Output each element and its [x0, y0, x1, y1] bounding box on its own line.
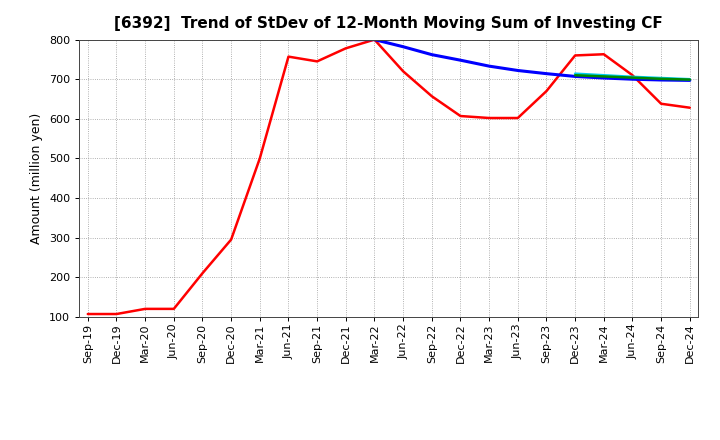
5 Years [628, 77, 636, 82]
Y-axis label: Amount (million yen): Amount (million yen) [30, 113, 43, 244]
3 Years [485, 115, 493, 121]
5 Years [428, 52, 436, 57]
10 Years [685, 77, 694, 82]
5 Years [485, 63, 493, 69]
3 Years [169, 306, 178, 312]
3 Years [685, 105, 694, 110]
3 Years [571, 53, 580, 58]
Line: 3 Years: 3 Years [88, 40, 690, 314]
Line: 5 Years: 5 Years [346, 40, 690, 81]
3 Years [657, 101, 665, 106]
10 Years [657, 76, 665, 81]
3 Years [198, 271, 207, 276]
5 Years [341, 37, 350, 42]
7 Years [628, 74, 636, 80]
3 Years [370, 37, 379, 42]
Line: 7 Years: 7 Years [575, 73, 690, 79]
3 Years [84, 312, 92, 317]
5 Years [513, 68, 522, 73]
3 Years [227, 237, 235, 242]
10 Years [600, 74, 608, 79]
7 Years [657, 75, 665, 81]
3 Years [312, 59, 321, 64]
7 Years [685, 77, 694, 82]
5 Years [370, 37, 379, 42]
5 Years [685, 78, 694, 83]
3 Years [428, 94, 436, 99]
10 Years [571, 73, 580, 78]
5 Years [542, 71, 551, 76]
3 Years [341, 46, 350, 51]
5 Years [456, 58, 465, 63]
3 Years [399, 69, 408, 74]
3 Years [600, 51, 608, 57]
5 Years [657, 77, 665, 83]
3 Years [256, 156, 264, 161]
3 Years [456, 114, 465, 119]
3 Years [284, 54, 293, 59]
7 Years [571, 71, 580, 76]
3 Years [513, 115, 522, 121]
3 Years [112, 312, 121, 317]
3 Years [542, 88, 551, 94]
3 Years [141, 306, 150, 312]
10 Years [628, 75, 636, 80]
3 Years [628, 73, 636, 78]
Title: [6392]  Trend of StDev of 12-Month Moving Sum of Investing CF: [6392] Trend of StDev of 12-Month Moving… [114, 16, 663, 32]
5 Years [571, 74, 580, 79]
Line: 10 Years: 10 Years [575, 75, 690, 80]
5 Years [399, 44, 408, 49]
5 Years [600, 75, 608, 81]
7 Years [600, 73, 608, 78]
